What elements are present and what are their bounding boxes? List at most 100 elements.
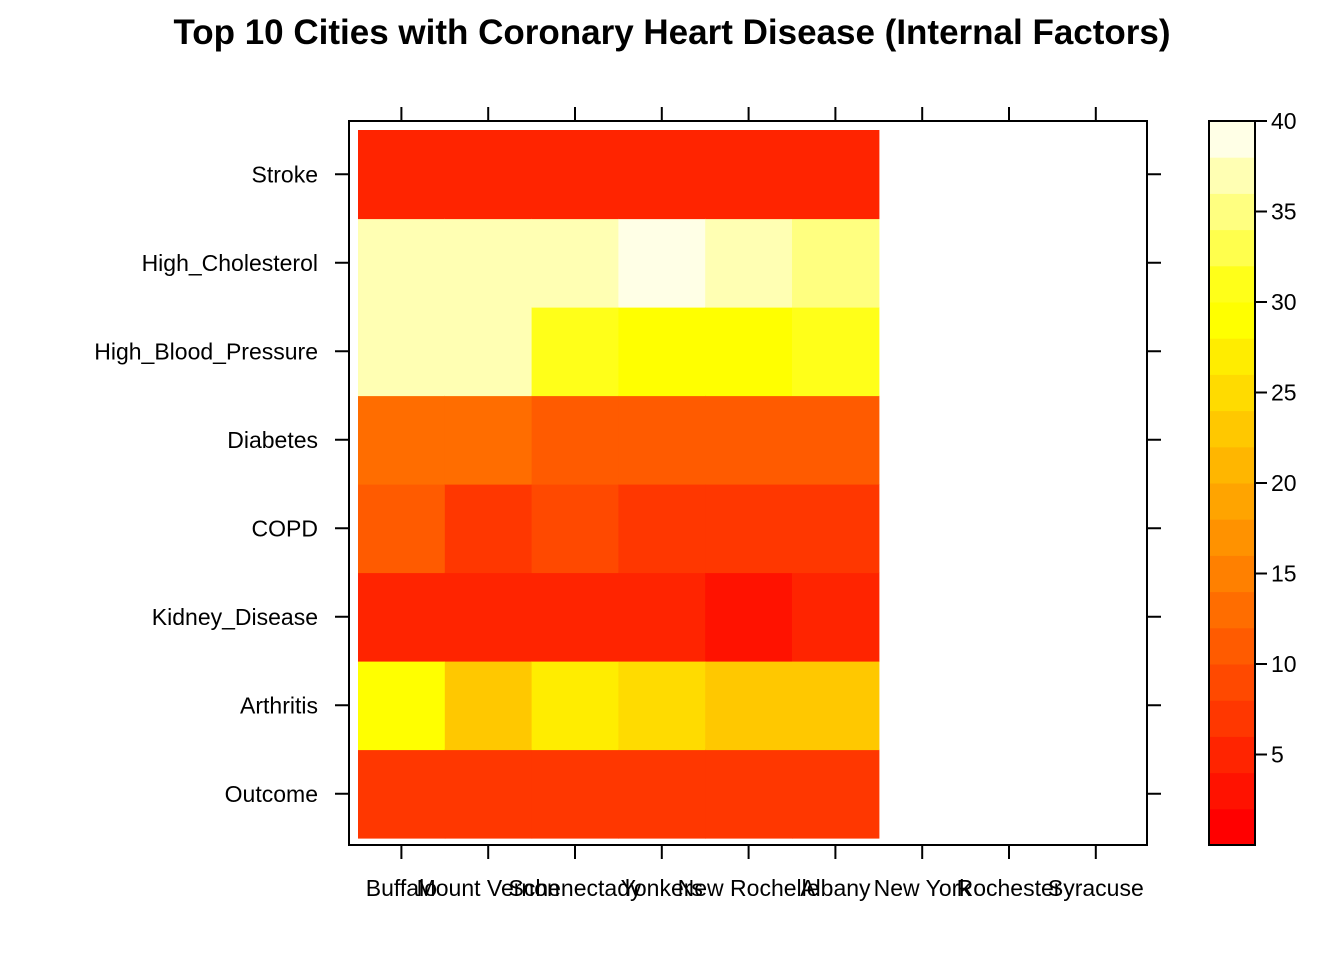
heatmap-cell-buffalo-outcome bbox=[358, 749, 446, 839]
colorbar-tick-label: 35 bbox=[1271, 199, 1297, 225]
colorbar-segment bbox=[1209, 410, 1255, 448]
colorbar-tick-label: 15 bbox=[1271, 561, 1297, 587]
heatmap-cell-new-rochelle-kidney_disease bbox=[705, 572, 793, 662]
y-tick-label: High_Blood_Pressure bbox=[94, 338, 318, 364]
colorbar-tick-label: 40 bbox=[1271, 108, 1297, 134]
heatmap-cell-mount-vernon-stroke bbox=[444, 130, 533, 220]
heatmap-cell-mount-vernon-copd bbox=[444, 484, 533, 574]
heatmap-cell-schenectady-high_blood_pressure bbox=[531, 307, 619, 397]
heatmap-cell-yonkers-copd bbox=[618, 484, 706, 574]
heatmap-cell-new-rochelle-copd bbox=[705, 484, 793, 574]
heatmap-cell-buffalo-arthritis bbox=[358, 661, 446, 751]
heatmap-cell-buffalo-stroke bbox=[358, 130, 446, 220]
heatmap-cell-yonkers-outcome bbox=[618, 749, 706, 839]
x-tick-label: Buffalo bbox=[366, 875, 437, 901]
heatmap-cell-new-rochelle-high_blood_pressure bbox=[705, 307, 793, 397]
heatmap-cell-yonkers-stroke bbox=[618, 130, 706, 220]
heatmap-cell-new-rochelle-outcome bbox=[705, 749, 793, 839]
colorbar-segment bbox=[1209, 157, 1255, 194]
colorbar-segment bbox=[1209, 121, 1255, 158]
colorbar-segment bbox=[1209, 736, 1255, 774]
y-tick-label: Arthritis bbox=[240, 692, 318, 718]
colorbar-segment bbox=[1209, 555, 1255, 593]
y-tick-label: Diabetes bbox=[227, 427, 318, 453]
heatmap-cell-albany-copd bbox=[792, 484, 880, 574]
heatmap-cell-albany-kidney_disease bbox=[792, 572, 880, 662]
colorbar-segment bbox=[1209, 772, 1255, 810]
x-tick-label: Mount Vernon bbox=[417, 875, 560, 901]
heatmap-cell-mount-vernon-high_blood_pressure bbox=[444, 307, 533, 397]
colorbar-segment bbox=[1209, 302, 1255, 339]
heatmap-cell-mount-vernon-arthritis bbox=[444, 661, 533, 751]
colorbar-segment bbox=[1209, 627, 1255, 665]
heatmap-cell-mount-vernon-high_cholesterol bbox=[444, 218, 533, 308]
y-tick-label: Kidney_Disease bbox=[152, 604, 318, 630]
heatmap-cell-buffalo-kidney_disease bbox=[358, 572, 446, 662]
heatmap-cell-new-rochelle-arthritis bbox=[705, 661, 793, 751]
colorbar-segment bbox=[1209, 338, 1255, 375]
heatmap-cell-schenectady-kidney_disease bbox=[531, 572, 619, 662]
heatmap-cell-yonkers-kidney_disease bbox=[618, 572, 706, 662]
x-tick-label: Schenectady bbox=[509, 875, 642, 901]
colorbar-tick-label: 30 bbox=[1271, 289, 1297, 315]
colorbar-segment bbox=[1209, 374, 1255, 412]
heatmap-cell-buffalo-diabetes bbox=[358, 395, 446, 485]
colorbar: 5 10 15 20 25 30 35 40 bbox=[1208, 108, 1297, 846]
colorbar-segment bbox=[1209, 265, 1255, 303]
colorbar-segment bbox=[1209, 700, 1255, 737]
colorbar-tick-label: 5 bbox=[1271, 742, 1284, 768]
heatmap-cell-yonkers-high_blood_pressure bbox=[618, 307, 706, 397]
heatmap-cell-albany-high_cholesterol bbox=[792, 218, 880, 308]
colorbar-segment bbox=[1209, 808, 1255, 846]
colorbar-segment bbox=[1209, 664, 1255, 701]
colorbar-segment bbox=[1209, 519, 1255, 556]
chart-title: Top 10 Cities with Coronary Heart Diseas… bbox=[173, 13, 1170, 52]
heatmap-cell-schenectady-copd bbox=[531, 484, 619, 574]
heatmap-cell-yonkers-high_cholesterol bbox=[618, 218, 706, 308]
heatmap-cell-schenectady-diabetes bbox=[531, 395, 619, 485]
x-tick-label: New Rochelle bbox=[678, 875, 820, 901]
heatmap-cell-albany-outcome bbox=[792, 749, 880, 839]
heatmap-cell-schenectady-arthritis bbox=[531, 661, 619, 751]
heatmap-cell-mount-vernon-outcome bbox=[444, 749, 533, 839]
heatmap-cell-new-rochelle-high_cholesterol bbox=[705, 218, 793, 308]
heatmap-cell-new-rochelle-stroke bbox=[705, 130, 793, 220]
heatmap-cell-buffalo-copd bbox=[358, 484, 446, 574]
heatmap-cells bbox=[358, 130, 880, 839]
colorbar-segment bbox=[1209, 193, 1255, 231]
heatmap-cell-buffalo-high_cholesterol bbox=[358, 218, 446, 308]
heatmap-cell-schenectady-high_cholesterol bbox=[531, 218, 619, 308]
y-tick-label: High_Cholesterol bbox=[142, 250, 318, 276]
x-tick-label: Yonkers bbox=[621, 875, 703, 901]
x-tick-label: Syracuse bbox=[1048, 875, 1144, 901]
axis-ticks bbox=[335, 107, 1161, 859]
heatmap-cell-albany-high_blood_pressure bbox=[792, 307, 880, 397]
y-tick-label: Outcome bbox=[225, 781, 318, 807]
heatmap-cell-albany-stroke bbox=[792, 130, 880, 220]
colorbar-tick-label: 10 bbox=[1271, 651, 1297, 677]
y-tick-label: Stroke bbox=[252, 161, 318, 187]
colorbar-tick-label: 25 bbox=[1271, 380, 1297, 406]
x-tick-label: Albany bbox=[800, 875, 871, 901]
heatmap-cell-mount-vernon-diabetes bbox=[444, 395, 533, 485]
colorbar-segment bbox=[1209, 591, 1255, 629]
heatmap-cell-buffalo-high_blood_pressure bbox=[358, 307, 446, 397]
y-axis-labels: Outcome Arthritis Kidney_Disease COPD Diabet… bbox=[94, 161, 318, 807]
colorbar-segment bbox=[1209, 483, 1255, 520]
x-tick-label: New York bbox=[874, 875, 972, 901]
colorbar-segment bbox=[1209, 229, 1255, 267]
heatmap-cell-albany-arthritis bbox=[792, 661, 880, 751]
colorbar-tick-label: 20 bbox=[1271, 470, 1297, 496]
heatmap-cell-schenectady-outcome bbox=[531, 749, 619, 839]
heatmap-cell-yonkers-arthritis bbox=[618, 661, 706, 751]
x-tick-label: Rochester bbox=[957, 875, 1062, 901]
heatmap-cell-schenectady-stroke bbox=[531, 130, 619, 220]
colorbar-segment bbox=[1209, 446, 1255, 484]
heatmap-cell-yonkers-diabetes bbox=[618, 395, 706, 485]
heatmap-cell-mount-vernon-kidney_disease bbox=[444, 572, 533, 662]
y-tick-label: COPD bbox=[252, 515, 318, 541]
heatmap-cell-albany-diabetes bbox=[792, 395, 880, 485]
heatmap-cell-new-rochelle-diabetes bbox=[705, 395, 793, 485]
